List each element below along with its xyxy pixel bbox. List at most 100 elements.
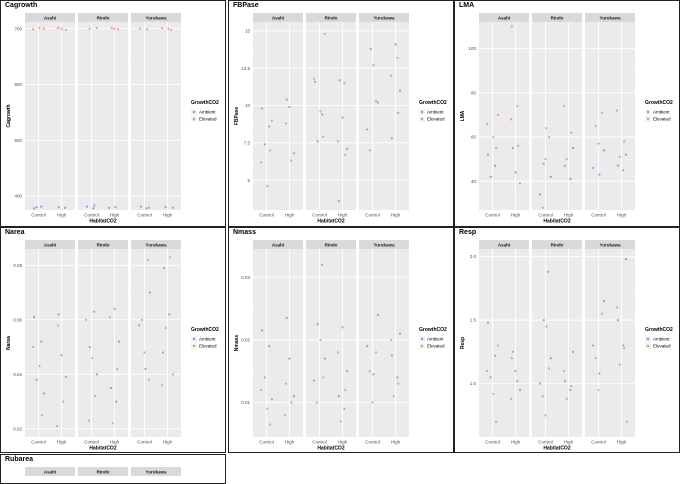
facet-label: Rindo (97, 243, 110, 248)
y-tick-label: 80 (471, 90, 477, 95)
chart-title-cagrowth: Cagrowth (5, 2, 38, 9)
panel-background (359, 249, 409, 437)
data-point-elevated (544, 414, 547, 417)
facet-label: Yurukawa (373, 243, 395, 248)
facet-strip (532, 13, 582, 22)
facet-label: Asahi (44, 470, 56, 475)
facet-label: Yurukawa (373, 16, 395, 21)
facet-label: Asahi (498, 243, 510, 248)
data-point-ambient (542, 319, 545, 322)
data-point-elevated (64, 28, 68, 31)
x-tick-label: High (285, 440, 295, 445)
y-tick-label: 10 (245, 103, 251, 108)
panel-background (585, 249, 635, 437)
data-point-elevated (594, 357, 597, 360)
x-tick-label: Control (137, 213, 152, 218)
legend-title: GrowthCO2 (191, 327, 219, 333)
data-point-elevated (113, 27, 116, 30)
data-point-elevated (371, 401, 374, 404)
panel-background (306, 249, 356, 437)
data-point-elevated (161, 27, 164, 30)
data-point-elevated (389, 338, 393, 341)
y-tick-label: 15 (245, 29, 251, 34)
data-point-elevated (495, 420, 498, 423)
legend-entry: Ambient (199, 110, 216, 115)
x-axis-title: HabitatCO2 (543, 446, 570, 452)
panel-background (359, 22, 409, 210)
data-point-ambient (138, 324, 141, 327)
data-point-ambient (341, 116, 344, 119)
data-point-elevated (344, 388, 347, 392)
data-point-ambient (42, 392, 46, 395)
data-point-ambient (549, 357, 552, 360)
chart-title-lma: LMA (459, 2, 475, 9)
data-point-elevated (389, 74, 393, 77)
x-tick-label: Control (365, 440, 380, 445)
data-point-elevated (339, 420, 342, 423)
data-point-ambient (268, 345, 271, 348)
legend-title: GrowthCO2 (645, 327, 673, 333)
data-point-ambient (602, 299, 605, 303)
data-point-elevated (62, 400, 65, 403)
x-tick-label: Control (591, 440, 606, 445)
data-point-ambient (260, 107, 264, 110)
data-point-elevated (91, 356, 94, 360)
data-point-ambient (115, 400, 118, 403)
data-point-elevated (260, 161, 263, 164)
chart-card-cagrowth: Cagrowth Asahi Rindo Yurukawa Control High Co… (0, 0, 226, 227)
data-point-elevated (164, 326, 167, 330)
data-point-ambient (592, 166, 595, 170)
y-axis-title: Nmass (234, 335, 240, 352)
facet-strip (131, 13, 181, 22)
data-point-ambient (486, 153, 490, 156)
data-point-elevated (41, 414, 44, 417)
x-axis-title: HabitatCO2 (89, 219, 116, 225)
data-point-elevated (368, 149, 371, 152)
data-point-elevated (375, 351, 378, 354)
data-point-elevated (562, 369, 566, 373)
data-point-elevated (169, 256, 172, 259)
x-axis-title: HabitatCO2 (89, 446, 116, 452)
data-point-ambient (57, 206, 60, 209)
facet-strip (25, 13, 75, 22)
data-point-elevated (143, 351, 146, 354)
data-point-elevated (170, 28, 173, 31)
legend-entry: Elevated (653, 344, 671, 349)
data-point-ambient (95, 373, 98, 376)
data-point-ambient (624, 258, 628, 261)
data-point-ambient (60, 354, 63, 357)
data-point-ambient (518, 182, 522, 185)
data-point-elevated (87, 419, 90, 422)
y-tick-label: 700 (14, 26, 22, 31)
data-point-ambient (313, 379, 316, 382)
chart-title-narea: Narea (5, 229, 25, 236)
data-point-elevated (545, 127, 548, 130)
y-tick-label: 40 (471, 179, 477, 184)
data-point-ambient (139, 205, 142, 208)
data-point-ambient (288, 357, 291, 360)
x-tick-label: High (511, 213, 521, 218)
data-point-elevated (594, 124, 597, 128)
data-point-elevated (38, 365, 41, 368)
panel-background (532, 22, 582, 210)
data-point-elevated (315, 401, 318, 404)
data-point-ambient (164, 206, 167, 209)
data-point-elevated (319, 110, 322, 113)
data-point-ambient (285, 316, 288, 320)
legend-marker-ambient (192, 110, 196, 114)
data-point-ambient (260, 329, 264, 332)
data-point-ambient (547, 270, 550, 273)
data-point-ambient (108, 206, 111, 209)
chart-lma: Asahi Rindo Yurukawa Control High Control High… (460, 13, 673, 225)
data-point-elevated (375, 99, 378, 103)
data-point-ambient (592, 344, 595, 347)
data-point-ambient (598, 173, 601, 176)
data-point-ambient (338, 79, 341, 82)
data-point-ambient (376, 313, 379, 316)
chart-cagrowth: Asahi Rindo Yurukawa Control High Control High… (6, 13, 219, 225)
data-point-elevated (323, 32, 326, 36)
data-point-elevated (517, 144, 520, 147)
data-point-ambient (571, 146, 575, 150)
x-axis-title: HabitatCO2 (317, 446, 344, 452)
data-point-elevated (38, 27, 41, 30)
